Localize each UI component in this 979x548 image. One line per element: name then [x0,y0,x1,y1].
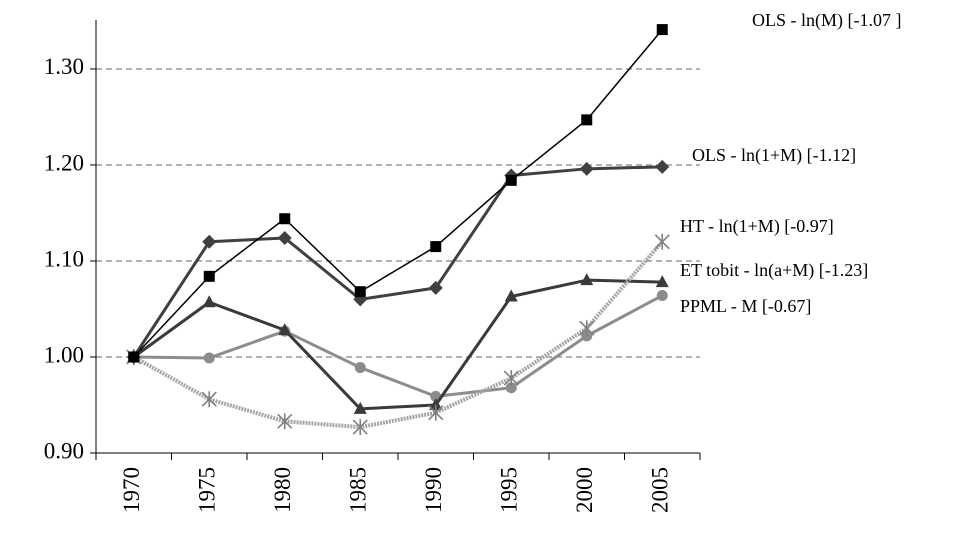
series-label: HT - ln(1+M) [-0.97] [680,216,834,237]
series-line [132,278,663,411]
series-line [132,240,664,430]
y-tick-label: 1.00 [44,342,84,367]
marker [277,413,293,430]
marker [503,370,519,387]
x-tick-label: 1990 [421,467,446,513]
marker [656,290,668,302]
y-tick-label: 1.10 [44,246,84,271]
marker [654,233,670,250]
series-line [132,165,663,358]
marker [353,401,367,414]
marker [655,159,670,174]
x-tick-label: 2005 [648,467,673,513]
marker [203,270,215,282]
marker [202,234,217,249]
y-tick-label: 1.20 [44,150,84,175]
marker [203,352,215,364]
y-tick-label: 1.30 [44,54,84,79]
series-label: ET tobit - ln(a+M) [-1.23] [680,260,868,281]
marker [579,320,595,337]
marker [580,273,594,286]
marker [354,362,366,374]
marker [655,275,669,288]
y-tick-label: 0.90 [44,438,84,463]
marker [428,280,443,295]
x-tick-label: 1980 [270,467,295,513]
series-label: PPML - M [-0.67] [680,296,811,316]
marker [278,323,292,336]
x-tick-label: 1975 [195,467,220,513]
marker [579,161,594,176]
marker [352,419,368,436]
marker [128,351,140,363]
series-line [133,29,663,358]
x-tick-label: 1985 [346,467,371,513]
marker [429,397,443,410]
marker [428,404,444,421]
series-label: OLS - ln(M) [-1.07 ] [752,10,901,31]
marker [505,174,517,186]
marker [279,213,291,225]
x-tick-label: 1970 [119,467,144,513]
series-label: OLS - ln(1+M) [-1.12] [692,145,856,166]
marker [504,289,518,302]
x-tick-label: 2000 [572,467,597,513]
marker [354,286,366,298]
x-tick-label: 1995 [497,467,522,513]
marker [581,114,593,126]
series-line [133,294,663,398]
marker [505,382,517,394]
marker [430,241,442,253]
marker [656,24,668,36]
marker [202,295,216,308]
marker [277,230,292,245]
marker [201,391,217,408]
